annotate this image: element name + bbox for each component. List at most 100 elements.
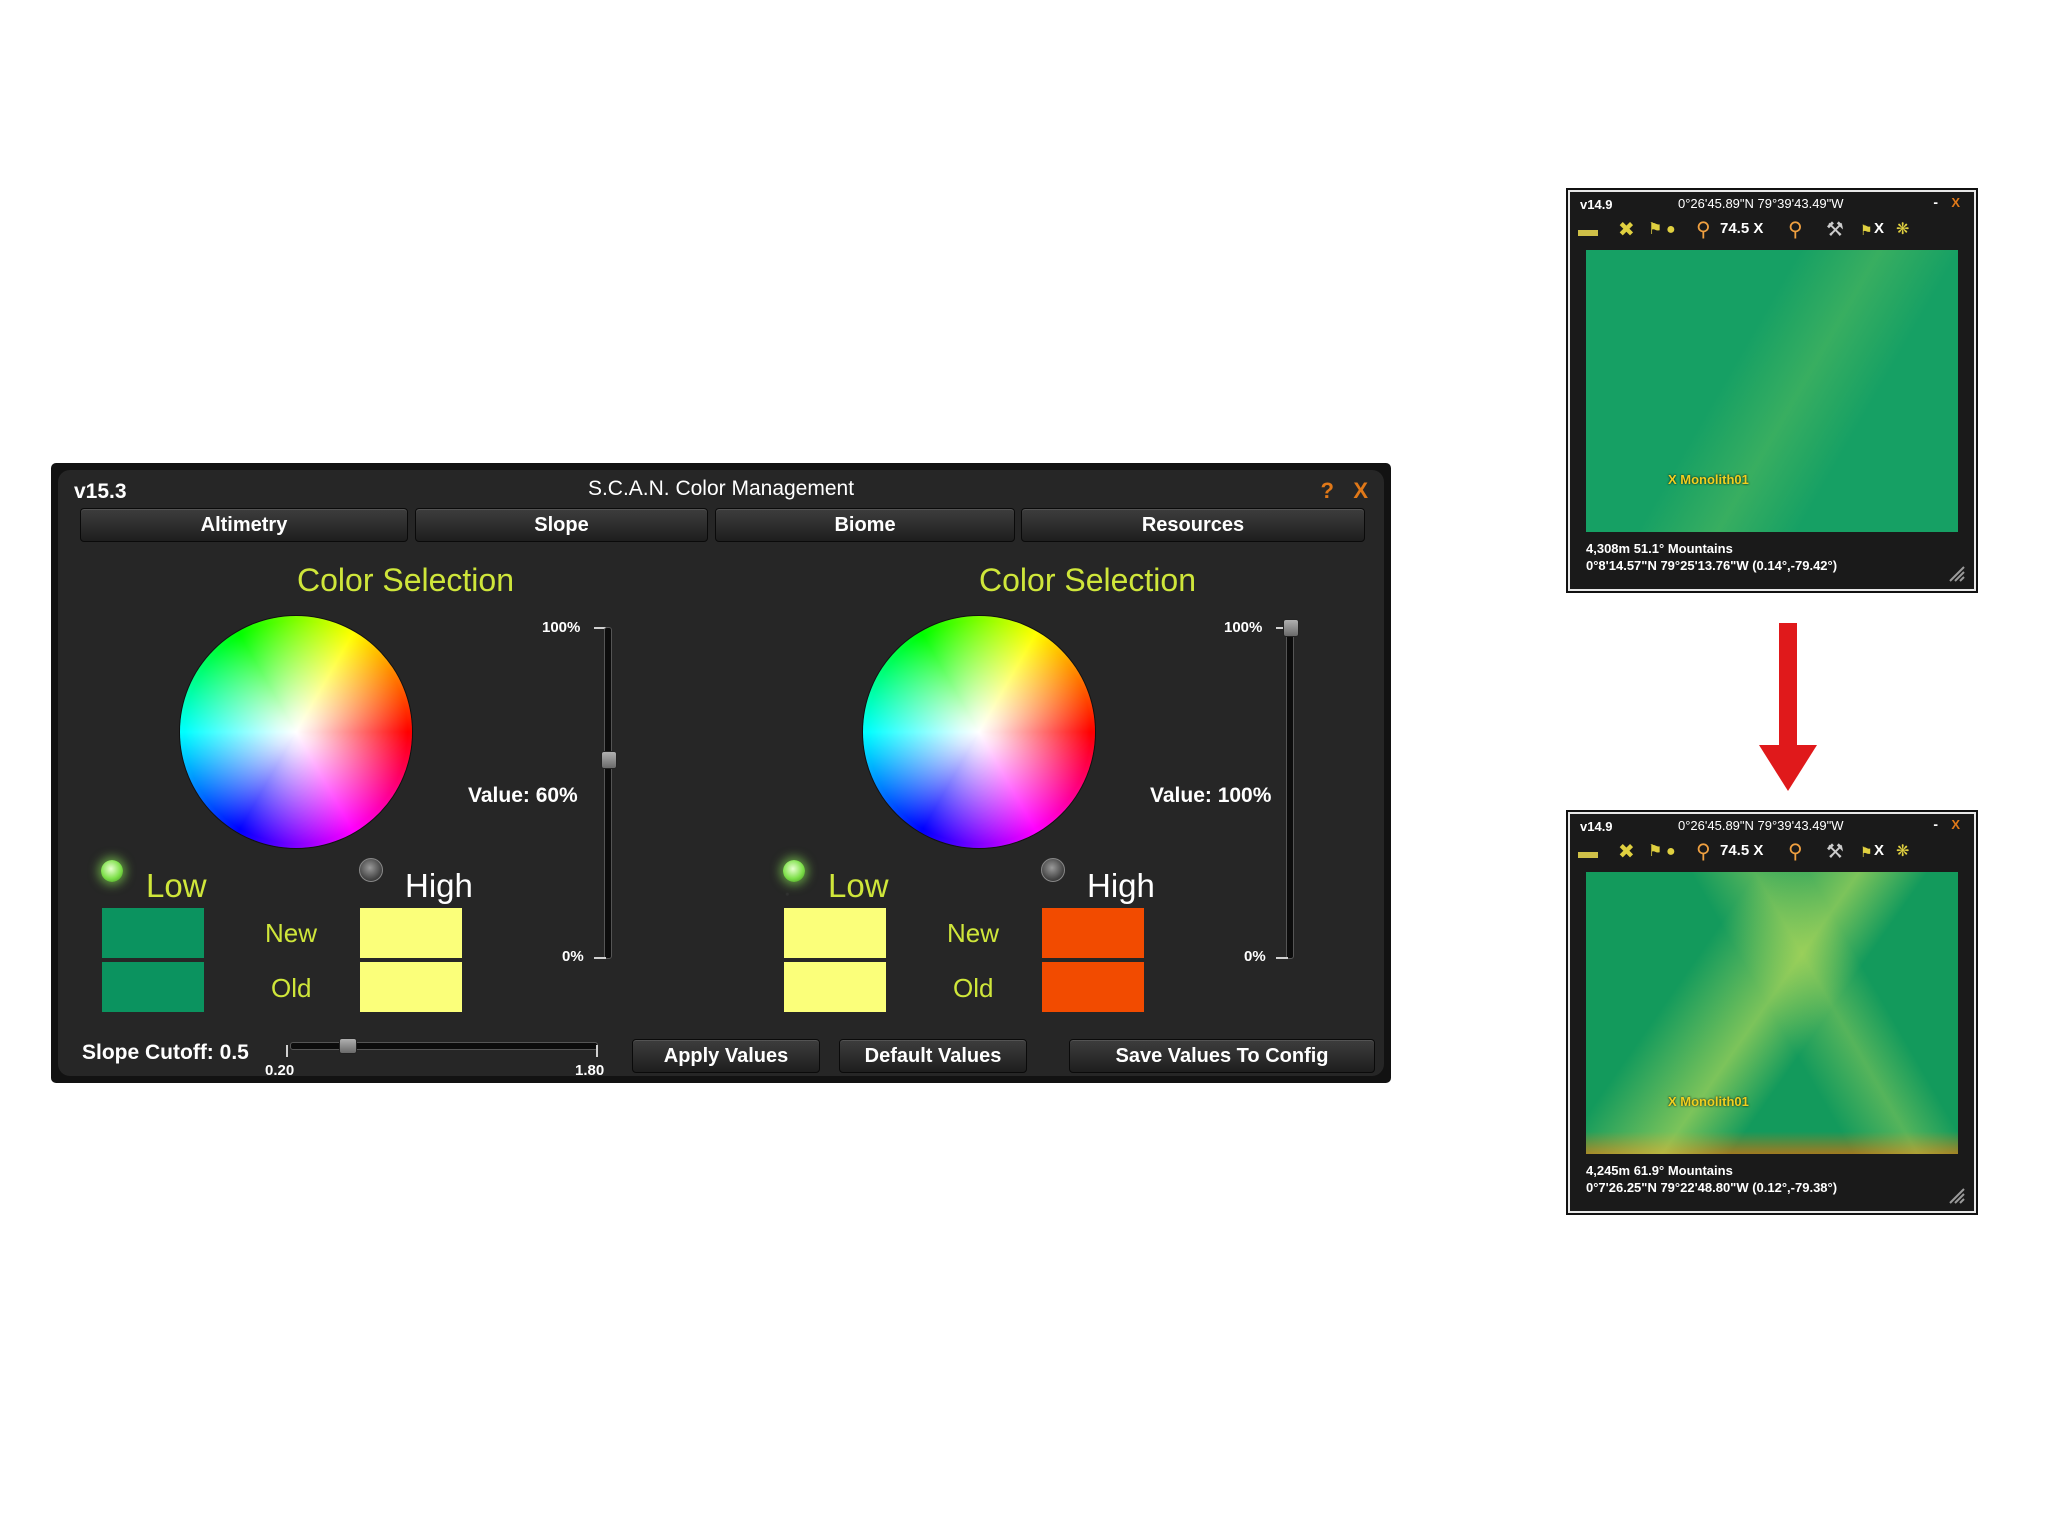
left-color-selection-title: Color Selection (297, 562, 514, 598)
map-window-before: v14.9 0°26'45.89"N 79°39'43.49"W - X ▬ ✖… (1568, 190, 1976, 591)
satellite-icon[interactable]: ❋ (1896, 843, 1910, 860)
right-low-new-swatch (784, 908, 886, 958)
zoom-out-icon[interactable]: ⚲ (1696, 219, 1711, 241)
map-view[interactable]: X Monolith01 (1586, 872, 1958, 1154)
waypoint-icon[interactable]: ● (1666, 843, 1676, 860)
left-low-new-swatch (102, 908, 204, 958)
anomaly-flag-icon[interactable]: ⚑ (1860, 222, 1873, 238)
apply-values-button[interactable]: Apply Values (632, 1039, 820, 1073)
version-label: v15.3 (74, 480, 127, 503)
map-info-line-1: 4,308m 51.1° Mountains (1586, 541, 1733, 556)
right-low-old-swatch (784, 962, 886, 1012)
cutoff-max-label: 1.80 (575, 1062, 605, 1079)
zoom-level-readout: 74.5 X (1720, 220, 1764, 237)
left-slider-top-tick (594, 627, 606, 629)
right-max-label: 100% (1224, 619, 1263, 636)
left-high-radio[interactable] (359, 858, 383, 882)
window-title: S.C.A.N. Color Management (587, 477, 855, 500)
grid-toggle-icon[interactable]: ✖ (1618, 841, 1635, 863)
left-max-label: 100% (542, 619, 581, 636)
right-high-radio[interactable] (1041, 858, 1065, 882)
map-coordinates-readout: 0°26'45.89"N 79°39'43.49"W (1678, 818, 1844, 833)
tab-slope[interactable]: Slope (415, 508, 708, 542)
anomaly-flag-icon[interactable]: ⚑ (1860, 844, 1873, 860)
arrow-shaft (1779, 623, 1797, 753)
map-toolbar: ▬ ✖ ⚑ ● ⚲ 74.5 X ⚲ ⚒ ⚑ X ❋ (1578, 838, 1966, 868)
map-info-line-2: 0°7'26.25"N 79°22'48.80"W (0.12°,-79.38°… (1586, 1180, 1838, 1195)
left-color-wheel[interactable] (180, 616, 412, 848)
slope-cutoff-label: Slope Cutoff: 0.5 (82, 1041, 249, 1064)
left-high-new-swatch (360, 908, 462, 958)
left-low-old-swatch (102, 962, 204, 1012)
toolbar-x-label[interactable]: X (1874, 220, 1885, 237)
zoom-level-readout: 74.5 X (1720, 842, 1764, 859)
save-values-to-config-button[interactable]: Save Values To Config (1069, 1039, 1375, 1073)
flag-icon[interactable]: ⚑ (1648, 221, 1663, 238)
map-info-line-1: 4,245m 61.9° Mountains (1586, 1163, 1733, 1178)
map-version-label: v14.9 (1580, 819, 1613, 834)
map-coordinates-readout: 0°26'45.89"N 79°39'43.49"W (1678, 196, 1844, 211)
map-version-label: v14.9 (1580, 197, 1613, 212)
cutoff-min-label: 0.20 (265, 1062, 295, 1079)
tab-altimetry[interactable]: Altimetry (80, 508, 408, 542)
right-high-old-swatch (1042, 962, 1144, 1012)
zoom-out-icon[interactable]: ⚲ (1696, 841, 1711, 863)
window-body: v15.3 S.C.A.N. Color Management ? X Alti… (58, 470, 1384, 1079)
monolith-marker[interactable]: X Monolith01 (1668, 472, 1749, 487)
left-low-radio[interactable] (101, 860, 123, 882)
legend-icon[interactable]: ▬ (1578, 841, 1598, 863)
left-min-label: 0% (562, 948, 584, 965)
map-info-line-2: 0°8'14.57"N 79°25'13.76"W (0.14°,-79.42°… (1586, 558, 1838, 573)
tab-biome[interactable]: Biome (715, 508, 1015, 542)
flag-icon[interactable]: ⚑ (1648, 843, 1663, 860)
right-high-label: High (1087, 867, 1155, 904)
satellite-icon[interactable]: ❋ (1896, 221, 1910, 238)
left-slider-bottom-tick (594, 957, 606, 959)
monolith-marker[interactable]: X Monolith01 (1668, 1094, 1749, 1109)
zoom-in-icon[interactable]: ⚲ (1788, 219, 1803, 241)
cutoff-slider-max-tick (596, 1045, 598, 1057)
legend-icon[interactable]: ▬ (1578, 219, 1598, 241)
left-value-slider-thumb[interactable] (601, 751, 617, 769)
map-close-button[interactable]: X (1951, 817, 1960, 832)
color-management-window: v15.3 S.C.A.N. Color Management ? X Alti… (51, 463, 1391, 1083)
right-slider-top-tick (1276, 627, 1288, 629)
tools-icon[interactable]: ⚒ (1826, 219, 1844, 241)
right-value-label: Value: 100% (1150, 784, 1272, 807)
right-low-label: Low (828, 867, 889, 904)
left-high-label: High (405, 867, 473, 904)
map-window-after: v14.9 0°26'45.89"N 79°39'43.49"W - X ▬ ✖… (1568, 812, 1976, 1213)
zoom-in-icon[interactable]: ⚲ (1788, 841, 1803, 863)
tools-icon[interactable]: ⚒ (1826, 841, 1844, 863)
resize-handle-icon[interactable] (1946, 563, 1966, 583)
map-close-button[interactable]: X (1951, 195, 1960, 210)
slope-cutoff-slider[interactable] (290, 1042, 598, 1050)
tab-resources[interactable]: Resources (1021, 508, 1365, 542)
right-slider-bottom-tick (1276, 957, 1288, 959)
map-minimize-button[interactable]: - (1933, 816, 1938, 832)
down-arrow-icon (1759, 745, 1817, 791)
grid-toggle-icon[interactable]: ✖ (1618, 219, 1635, 241)
map-view[interactable]: X Monolith01 (1586, 250, 1958, 532)
map-minimize-button[interactable]: - (1933, 194, 1938, 210)
toolbar-x-label[interactable]: X (1874, 842, 1885, 859)
right-old-label: Old (953, 973, 994, 1003)
left-old-label: Old (271, 973, 312, 1003)
help-button[interactable]: ? (1320, 478, 1334, 503)
slope-cutoff-slider-thumb[interactable] (339, 1038, 358, 1054)
right-high-new-swatch (1042, 908, 1144, 958)
close-button[interactable]: X (1353, 478, 1368, 503)
right-low-radio[interactable] (783, 860, 805, 882)
left-value-slider[interactable] (604, 627, 612, 959)
map-toolbar: ▬ ✖ ⚑ ● ⚲ 74.5 X ⚲ ⚒ ⚑ X ❋ (1578, 216, 1966, 246)
right-value-slider[interactable] (1286, 627, 1294, 959)
right-color-selection-title: Color Selection (979, 562, 1196, 598)
right-color-wheel[interactable] (863, 616, 1095, 848)
default-values-button[interactable]: Default Values (839, 1039, 1027, 1073)
left-new-label: New (265, 918, 318, 948)
right-value-slider-thumb[interactable] (1283, 619, 1299, 637)
waypoint-icon[interactable]: ● (1666, 221, 1676, 238)
resize-handle-icon[interactable] (1946, 1185, 1966, 1205)
left-value-label: Value: 60% (468, 784, 578, 807)
left-low-label: Low (146, 867, 207, 904)
